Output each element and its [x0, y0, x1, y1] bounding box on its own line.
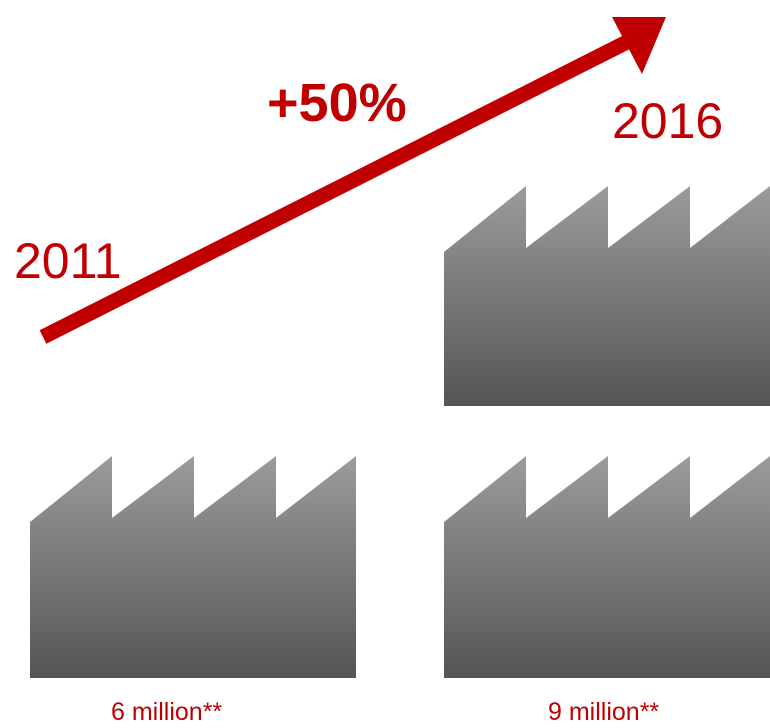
- year-start-label: 2011: [14, 233, 122, 289]
- count-end-label: 9 million**: [548, 698, 660, 726]
- factory-icon: [444, 456, 770, 678]
- factory-icon: [30, 456, 356, 678]
- growth-percent-label: +50%: [267, 73, 407, 133]
- count-start-label: 6 million**: [111, 698, 223, 726]
- year-end-label: 2016: [612, 93, 724, 149]
- growth-arrow: [39, 17, 666, 344]
- factory-icon: [444, 186, 770, 406]
